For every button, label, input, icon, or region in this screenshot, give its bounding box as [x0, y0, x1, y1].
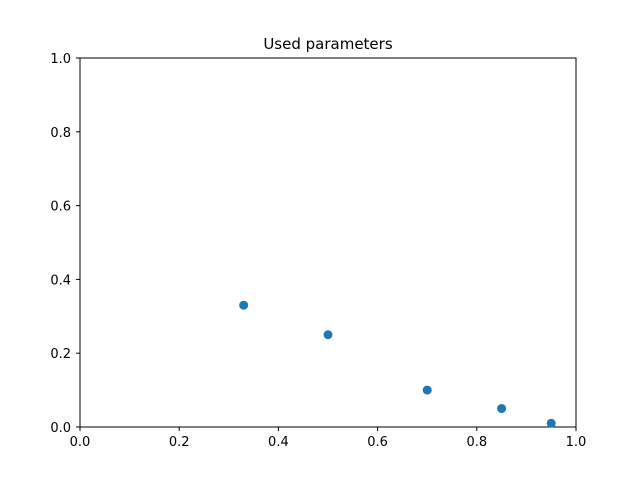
data-point — [239, 300, 249, 310]
y-tick-label: 1.0 — [50, 52, 71, 67]
plot-area: 0.0 0.2 0.4 0.6 0.8 1.0 0.0 0.2 0.4 0.6 0.8 1.0 — [50, 52, 586, 450]
chart-title: Used parameters — [263, 35, 393, 53]
x-tick-label: 1.0 — [566, 435, 587, 450]
data-point — [422, 385, 432, 395]
y-tick-label: 0.0 — [50, 421, 71, 436]
y-tick-label: 0.6 — [50, 200, 71, 215]
x-tick-label: 0.8 — [466, 435, 487, 450]
axes-frame — [79, 57, 577, 428]
data-point — [497, 404, 507, 414]
x-tick-label: 0.4 — [268, 435, 289, 450]
y-tick-label: 0.8 — [50, 126, 71, 141]
data-point — [323, 330, 333, 340]
y-tick-label: 0.2 — [50, 347, 71, 362]
x-tick-label: 0.2 — [169, 435, 190, 450]
x-tick-label: 0.0 — [70, 435, 91, 450]
data-point — [546, 418, 556, 428]
x-tick-label: 0.6 — [367, 435, 388, 450]
y-tick-label: 0.4 — [50, 273, 71, 288]
